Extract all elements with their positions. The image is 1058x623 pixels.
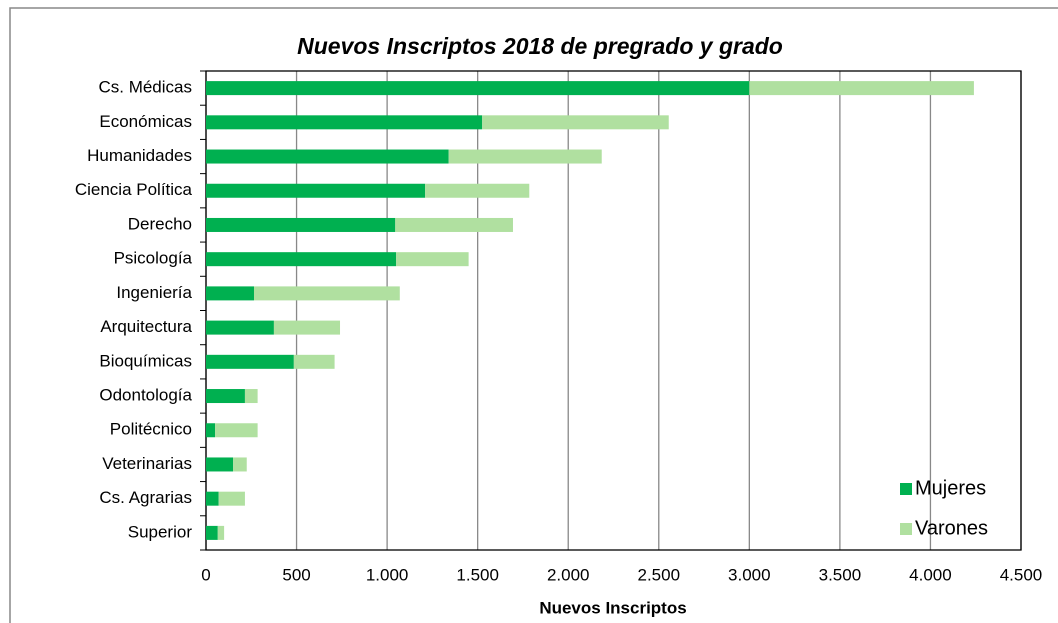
bar-segment [273, 320, 341, 335]
bar-segment [448, 149, 602, 164]
y-tick-label: Humanidades [87, 146, 192, 165]
x-tick-label: 1.500 [456, 565, 499, 584]
bar-segment [217, 525, 225, 540]
x-tick-label: 1.000 [366, 565, 409, 584]
bar-segment [206, 525, 218, 540]
bar-segment [206, 457, 234, 472]
y-tick-label: Cs. Médicas [98, 78, 192, 97]
y-tick-label: Ingeniería [116, 283, 192, 302]
y-tick-label: Politécnico [110, 420, 192, 439]
y-tick-label: Superior [128, 522, 193, 541]
x-tick-label: 3.000 [728, 565, 771, 584]
bar-segment [206, 286, 254, 301]
chart-title: Nuevos Inscriptos 2018 de pregrado y gra… [297, 33, 783, 59]
bar-segment [206, 320, 274, 335]
bar-segment [233, 457, 247, 472]
bar-segment [206, 217, 396, 232]
bar-segment [206, 252, 397, 267]
bar-segment [206, 389, 245, 404]
bar-segment [215, 423, 258, 438]
x-tick-label: 3.500 [819, 565, 862, 584]
y-tick-label: Ciencia Política [75, 180, 193, 199]
x-tick-label: 2.000 [547, 565, 590, 584]
bar-segment [206, 423, 216, 438]
y-tick-label: Derecho [128, 214, 192, 233]
y-tick-label: Veterinarias [102, 454, 192, 473]
y-tick-label: Arquitectura [100, 317, 192, 336]
legend-label: Mujeres [915, 477, 986, 499]
y-tick-label: Psicología [114, 249, 193, 268]
bar-segment [425, 183, 530, 198]
legend-swatch [900, 523, 912, 535]
legend-swatch [900, 483, 912, 495]
bar-segment [218, 491, 245, 506]
y-tick-label: Odontología [99, 386, 192, 405]
y-tick-label: Cs. Agrarias [99, 488, 192, 507]
bar-segment [206, 81, 750, 96]
x-tick-label: 0 [201, 565, 210, 584]
y-tick-label: Bioquímicas [99, 351, 192, 370]
bar-segment [293, 354, 335, 369]
x-tick-label: 4.000 [909, 565, 952, 584]
bar-segment [244, 389, 258, 404]
chart-frame [9, 7, 1058, 623]
bar-segment [206, 354, 294, 369]
x-tick-label: 500 [282, 565, 310, 584]
bar-segment [253, 286, 400, 301]
bar-segment [206, 183, 426, 198]
bar-segment [749, 81, 974, 96]
bar-segment [482, 115, 669, 130]
bar-segment [206, 115, 483, 130]
x-axis-label: Nuevos Inscriptos [539, 598, 686, 617]
legend-label: Varones [915, 517, 988, 539]
bar-segment [206, 491, 219, 506]
bar-segment [206, 149, 449, 164]
x-tick-label: 2.500 [638, 565, 681, 584]
bar-segment [395, 217, 513, 232]
x-tick-label: 4.500 [1000, 565, 1043, 584]
bar-segment [396, 252, 469, 267]
y-tick-label: Económicas [99, 112, 192, 131]
